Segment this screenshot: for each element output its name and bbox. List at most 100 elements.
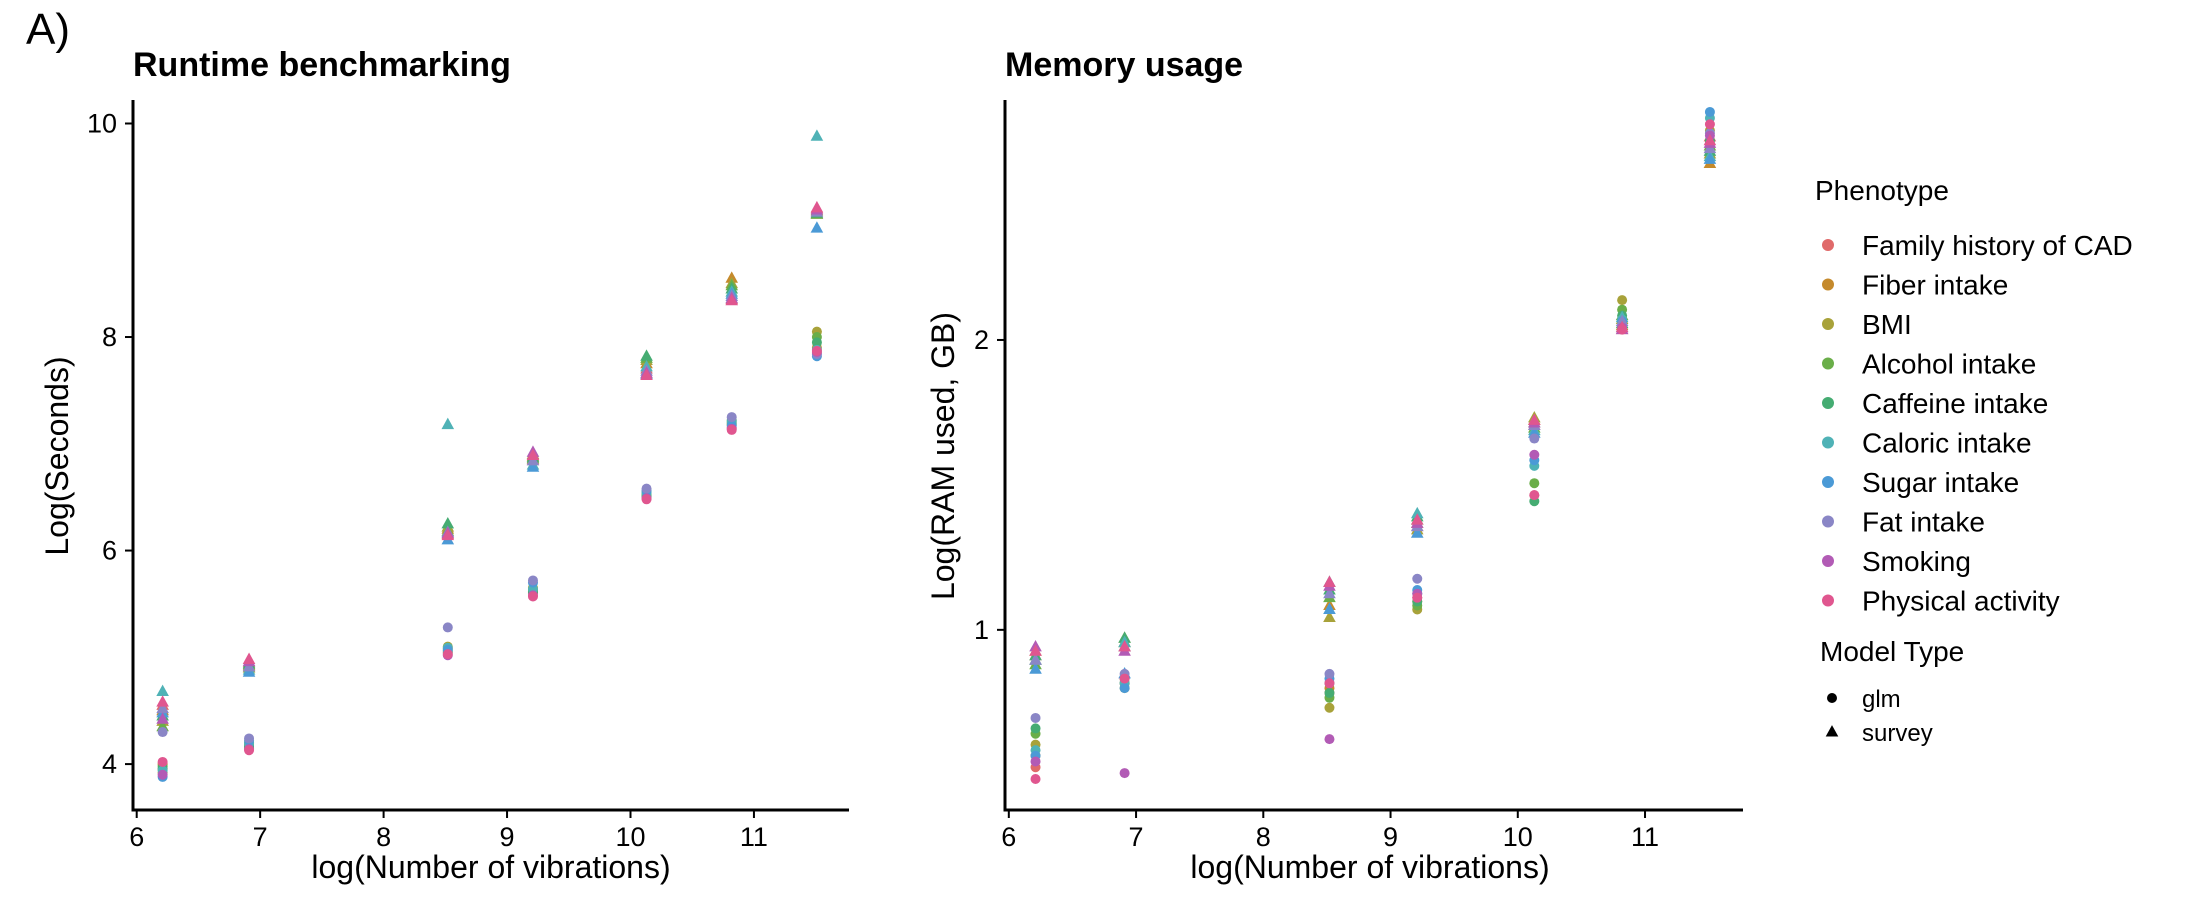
legend-label-fat-intake: Fat intake [1862, 507, 1985, 538]
memory-point-glm-fat-intake [1030, 712, 1041, 723]
memory-point-survey-caloric-intake [1410, 506, 1424, 519]
memory-y-tick-label: 1 [974, 615, 989, 645]
runtime-axes [131, 100, 849, 812]
memory-point-glm-sugar-intake [1119, 683, 1130, 694]
runtime-point-survey-caloric-intake [810, 129, 824, 141]
memory-point-survey-physical-activity [1029, 644, 1042, 656]
legend-swatch-fiber-intake [1822, 278, 1834, 291]
memory-point-glm-physical-activity [1704, 119, 1715, 130]
legend-shape-survey [1825, 725, 1839, 737]
memory-point-glm-physical-activity [1412, 592, 1423, 603]
legend-label-alcohol-intake: Alcohol intake [1862, 349, 2036, 380]
legend-swatch-family-history-of-cad [1822, 239, 1834, 251]
runtime-point-glm-fat-intake [641, 483, 652, 494]
runtime-point-survey-physical-activity [640, 368, 653, 380]
legend-label-physical-activity: Physical activity [1862, 586, 2060, 617]
runtime-title: Runtime benchmarking [133, 46, 511, 84]
runtime-point-glm-physical-activity [244, 745, 255, 756]
legend-model-title: Model Type [1820, 636, 1964, 667]
memory-x-tick-label: 7 [1129, 822, 1144, 852]
memory-point-survey-sugar-intake [1323, 602, 1336, 614]
runtime-point-survey-physical-activity [441, 528, 455, 541]
runtime-point-survey-caffeine-intake [640, 349, 653, 361]
runtime-point-survey-physical-activity [242, 652, 256, 664]
memory-point-glm-alcohol-intake [1529, 478, 1540, 489]
runtime-x-tick-label: 7 [253, 822, 268, 852]
runtime-y-tick-label: 10 [87, 108, 117, 138]
memory-x-tick-label: 9 [1383, 822, 1398, 852]
memory-point-survey-physical-activity [1410, 513, 1424, 525]
runtime-point-survey-sugar-intake [810, 221, 824, 233]
memory-point-glm-fat-intake [1324, 668, 1335, 679]
memory-point-survey-sugar-intake [1703, 152, 1717, 164]
memory-point-glm-fat-intake [1529, 433, 1540, 444]
legend-label-caloric-intake: Caloric intake [1862, 428, 2032, 459]
panel-label: A) [26, 5, 70, 54]
runtime-y-tick-label: 4 [102, 749, 117, 779]
legend-label-survey: survey [1862, 720, 1933, 747]
memory-axes [1003, 100, 1743, 812]
runtime-point-glm-fat-intake [726, 412, 737, 423]
legend-label-fiber-intake: Fiber intake [1862, 270, 2008, 301]
runtime-point-glm-fat-intake [442, 622, 453, 633]
memory-x-axis-title: log(Number of vibrations) [1190, 849, 1549, 885]
memory-point-glm-fat-intake [1412, 573, 1423, 584]
runtime-point-survey-fat-intake [156, 701, 169, 714]
memory-point-glm-smoking [1119, 768, 1130, 779]
runtime-point-glm-smoking [157, 769, 168, 780]
memory-x-tick-label: 10 [1503, 822, 1533, 852]
memory-point-glm-smoking [1324, 734, 1335, 745]
memory-x-tick-label: 11 [1631, 822, 1659, 852]
memory-point-glm-caffeine-intake [1030, 723, 1041, 734]
runtime-panel: Runtime benchmarking log(Number of vibra… [39, 46, 849, 885]
memory-point-survey-physical-activity [1323, 575, 1336, 587]
runtime-point-survey-caffeine-intake [441, 516, 455, 529]
legend-swatch-caffeine-intake [1822, 397, 1834, 409]
legend-swatch-caloric-intake [1822, 436, 1834, 449]
memory-point-glm-bmi [1617, 295, 1628, 306]
runtime-x-tick-label: 6 [129, 822, 144, 852]
runtime-point-survey-caloric-intake [441, 417, 455, 430]
memory-point-survey-physical-activity [1615, 320, 1629, 333]
memory-y-tick-label: 2 [974, 325, 989, 355]
runtime-x-tick-label: 10 [615, 822, 645, 852]
memory-point-survey-physical-activity [1703, 133, 1717, 146]
legend-label-sugar-intake: Sugar intake [1862, 467, 2019, 498]
runtime-ticks: 6 7 8 9 10 11 4 6 8 10 [87, 108, 768, 852]
legend-label-smoking: Smoking [1862, 546, 1971, 577]
memory-x-tick-label: 6 [1001, 822, 1016, 852]
memory-point-survey-fat-intake [1029, 653, 1042, 665]
runtime-x-tick-label: 11 [740, 822, 768, 852]
legend-swatch-alcohol-intake [1822, 357, 1834, 370]
memory-points [1029, 106, 1717, 785]
legend-swatch-bmi [1822, 318, 1834, 330]
runtime-point-glm-fat-intake [527, 575, 538, 586]
runtime-point-glm-physical-activity [527, 591, 538, 602]
legend-swatch-sugar-intake [1822, 476, 1834, 488]
legend-phenotype-title: Phenotype [1815, 175, 1949, 206]
runtime-y-tick-label: 6 [102, 536, 117, 566]
memory-point-survey-physical-activity [1528, 413, 1541, 425]
memory-point-glm-bmi [1324, 702, 1335, 713]
runtime-point-survey-physical-activity [156, 695, 169, 707]
runtime-point-glm-physical-activity [811, 345, 822, 356]
runtime-y-tick-label: 8 [102, 322, 117, 352]
legend-swatch-fat-intake [1822, 515, 1834, 528]
memory-point-glm-caffeine-intake [1324, 687, 1335, 698]
runtime-x-tick-label: 9 [500, 822, 515, 852]
runtime-point-glm-physical-activity [157, 756, 168, 767]
memory-point-glm-physical-activity [1529, 490, 1540, 501]
legend-label-glm: glm [1862, 686, 1901, 713]
legend-label-bmi: BMI [1862, 309, 1912, 340]
runtime-point-glm-physical-activity [442, 649, 453, 660]
memory-point-glm-physical-activity [1324, 678, 1335, 689]
memory-point-glm-sugar-intake [1704, 106, 1715, 117]
memory-point-survey-fat-intake [1615, 314, 1629, 327]
runtime-point-survey-physical-activity [725, 293, 739, 306]
memory-point-glm-physical-activity [1119, 673, 1130, 684]
memory-point-survey-fat-intake [1323, 586, 1336, 599]
runtime-point-survey-smoking [156, 712, 169, 724]
runtime-y-axis-title: Log(Seconds) [39, 356, 75, 555]
